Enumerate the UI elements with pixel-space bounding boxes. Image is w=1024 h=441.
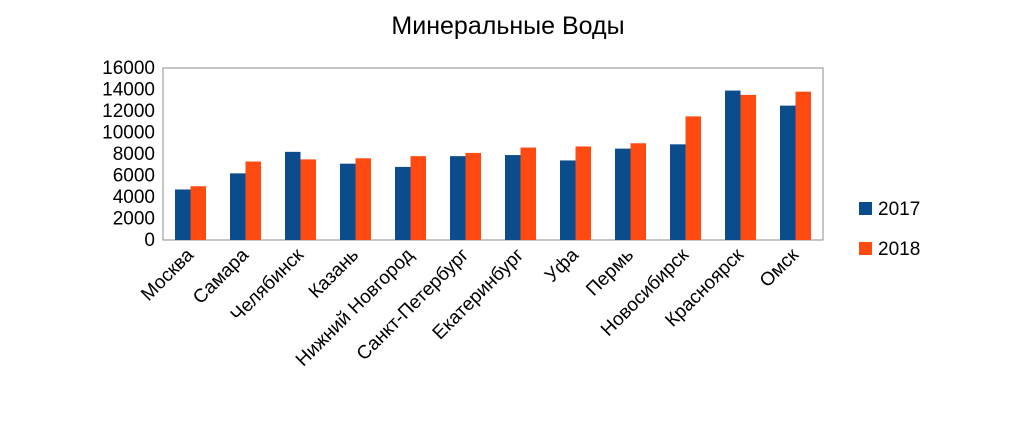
bar-2018-2 [300,159,316,240]
y-tick-label: 16000 [102,58,155,79]
bars [175,90,811,241]
bar-2017-5 [450,156,466,240]
y-tick-label: 10000 [102,123,155,144]
bar-2018-4 [410,156,426,240]
bar-2018-9 [685,116,701,240]
y-tick-label: 6000 [113,166,155,187]
x-category-label: Уфа [541,244,583,286]
bar-2018-7 [575,146,591,240]
bar-2018-1 [245,161,261,240]
bar-2018-6 [520,147,536,240]
bar-2018-11 [795,91,811,241]
legend-swatch-2017 [859,202,872,215]
bar-2017-1 [230,173,246,240]
legend-label: 2017 [878,199,920,220]
x-category-label: Омск [756,244,804,292]
plot-area [162,67,824,241]
bar-2017-10 [725,90,741,240]
bar-2017-8 [615,148,631,240]
bar-2018-8 [630,143,646,240]
bar-2017-3 [340,163,356,240]
bar-2017-2 [285,151,301,240]
bar-2017-0 [175,189,191,240]
bar-2017-9 [670,144,686,240]
bar-2017-4 [395,166,411,240]
y-tick-label: 12000 [102,101,155,122]
chart-title: Минеральные Воды [391,12,624,40]
legend-swatch-2018 [859,242,872,255]
bar-2018-10 [740,94,756,240]
y-tick-label: 8000 [113,144,155,165]
bar-2017-7 [560,160,576,240]
legend: 2017 2018 [859,199,920,260]
x-category-label: Москва [137,244,198,305]
legend-label: 2018 [878,239,920,260]
bar-2017-6 [505,155,521,240]
bar-2017-11 [780,105,796,240]
y-tick-label: 4000 [113,187,155,208]
bar-2018-5 [465,152,481,240]
y-tick-label: 14000 [102,80,155,101]
y-tick-label: 2000 [113,209,155,230]
y-tick-label: 0 [144,230,155,251]
bar-2018-3 [355,158,371,240]
bar-2018-0 [190,186,206,240]
